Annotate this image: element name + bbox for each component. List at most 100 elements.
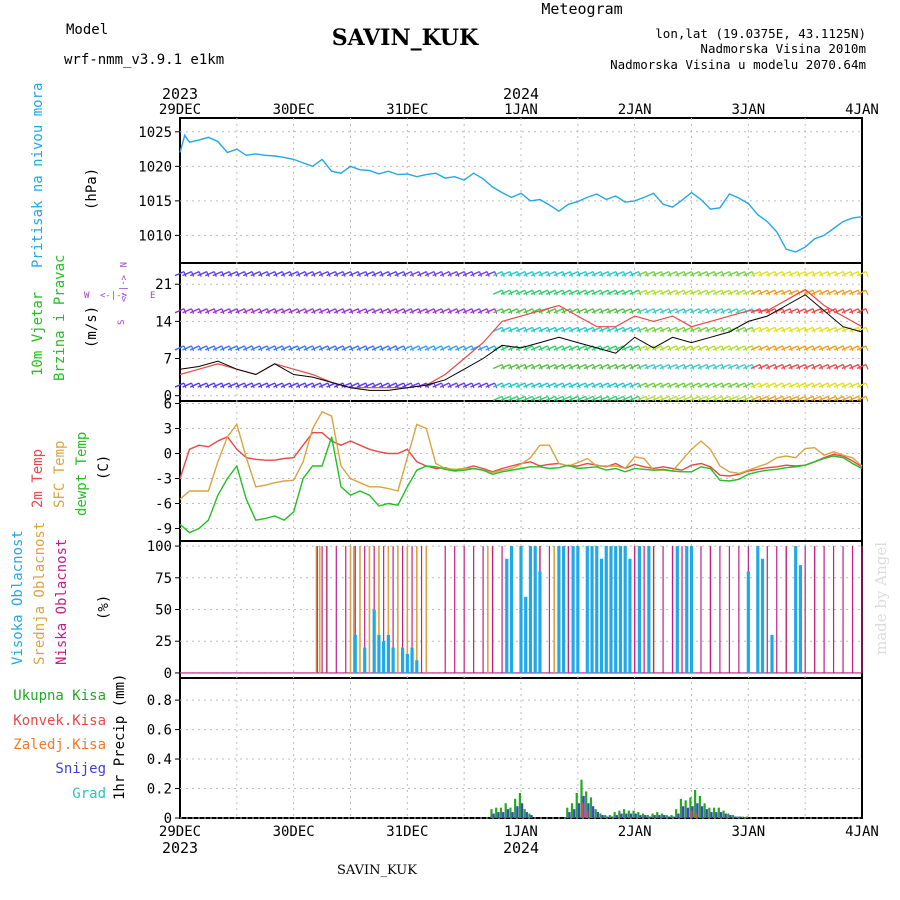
precip-total-bar: [641, 813, 645, 818]
compass-w: W: [84, 291, 90, 301]
wind-barb: [538, 363, 549, 370]
high-cloud-bar: [756, 546, 760, 673]
wind-barb: [796, 326, 806, 332]
wind-barb: [538, 345, 549, 351]
wind-barb: [652, 270, 662, 277]
bottom-year-right: 2024: [503, 839, 539, 857]
high-cloud-bar: [382, 641, 386, 673]
precip-conv-bar: [586, 810, 589, 818]
high-cloud-bar: [538, 571, 542, 673]
wind-barb: [644, 345, 655, 351]
precip-total-bar: [627, 810, 630, 818]
wind-barb: [318, 382, 329, 388]
wind-barb: [295, 308, 306, 314]
wind-barb: [212, 308, 223, 314]
wind-barb: [765, 363, 776, 370]
wind-barb: [818, 382, 829, 388]
precip-total-bar: [698, 795, 701, 818]
wind-barb: [326, 345, 336, 351]
wind-barb: [621, 270, 632, 277]
watermark: made by Angel: [872, 542, 890, 655]
pressure-series: [179, 133, 863, 253]
wind-barb: [561, 308, 571, 314]
wind-barb: [591, 382, 602, 388]
wind-barb: [796, 363, 806, 370]
wind-barb: [659, 289, 670, 295]
wind-barb: [250, 270, 261, 277]
wind-barb: [682, 363, 692, 370]
precip-total-bar: [632, 810, 635, 818]
wind-barb: [530, 308, 541, 314]
wind-barb: [682, 326, 692, 332]
high-cloud-bar: [590, 546, 594, 673]
high-cloud-bar: [604, 546, 608, 673]
high-cloud-bar: [557, 546, 561, 673]
wind-barb: [780, 382, 791, 388]
precip-total-bar: [589, 797, 593, 818]
wind-barb: [773, 289, 783, 295]
wind-barb: [667, 363, 677, 370]
wind-barb: [811, 345, 821, 351]
wind-barb: [568, 326, 579, 332]
wind-barb: [568, 289, 579, 295]
wind-barb: [447, 345, 458, 351]
lonlat-text: lon,lat (19.0375E, 43.1125N): [655, 26, 866, 41]
precip-snow-bar: [601, 815, 604, 818]
high-cloud-bar: [647, 546, 651, 673]
wind-barb: [727, 308, 738, 314]
wind-barb: [288, 308, 298, 314]
wind-barb: [720, 363, 730, 370]
wind-barb: [652, 289, 662, 295]
wind-barb: [614, 363, 624, 370]
wind-barb: [750, 270, 761, 277]
wind-barb: [515, 308, 526, 314]
wind-barb: [780, 308, 791, 314]
wind-barb-flag: [865, 327, 869, 333]
precip-total-bar: [570, 803, 574, 818]
wind-barb: [523, 395, 533, 401]
wind-barb: [705, 382, 715, 388]
high-cloud-bar: [509, 546, 514, 673]
y-tick-label: 3: [164, 422, 172, 438]
precip-total-bar: [504, 803, 507, 818]
wind-barb: [788, 395, 799, 401]
wind-barb: [227, 382, 238, 388]
wind-barb-flag: [865, 289, 869, 296]
wind-barb: [682, 308, 692, 314]
wind-barb: [576, 308, 586, 314]
precip-snow-bar: [729, 815, 732, 818]
wind-barb: [826, 270, 836, 277]
precip-total-bar: [717, 807, 720, 818]
wind-barb: [659, 363, 670, 370]
wind-barb: [606, 289, 617, 295]
wind-barb: [492, 270, 503, 277]
wind-barb: [826, 308, 836, 314]
precip-total-bar: [585, 791, 588, 818]
wind-barb: [780, 270, 791, 277]
wind-barb: [629, 308, 639, 314]
date-label-top: 29DEC: [159, 102, 201, 118]
wind-barb: [652, 382, 662, 388]
wind-barb: [674, 308, 685, 314]
wind-barb: [758, 270, 768, 277]
wind-barb: [432, 382, 442, 388]
precip-snow-bar: [696, 803, 699, 818]
top-date-labels: 29DEC 30DEC 31DEC 1JAN 2JAN 3JAN 4JAN: [159, 102, 879, 118]
wind-barb: [826, 395, 836, 401]
precip-total-bar: [575, 792, 578, 818]
cloud-series: [180, 546, 863, 674]
wind-barb: [258, 345, 268, 351]
wind-barb: [311, 308, 321, 314]
wind-barb: [682, 395, 692, 401]
precip-snow-bar: [663, 815, 666, 818]
wind-barb: [599, 308, 609, 314]
high-cloud-bar: [798, 565, 803, 673]
wind-barb: [455, 270, 465, 277]
wind-barb: [212, 382, 223, 388]
wind-barb: [803, 308, 814, 314]
wind-barb: [674, 382, 685, 388]
wind-barb: [818, 345, 829, 351]
wind-barb: [697, 363, 708, 370]
wind-barb: [727, 289, 738, 295]
wind-barb: [205, 270, 215, 277]
